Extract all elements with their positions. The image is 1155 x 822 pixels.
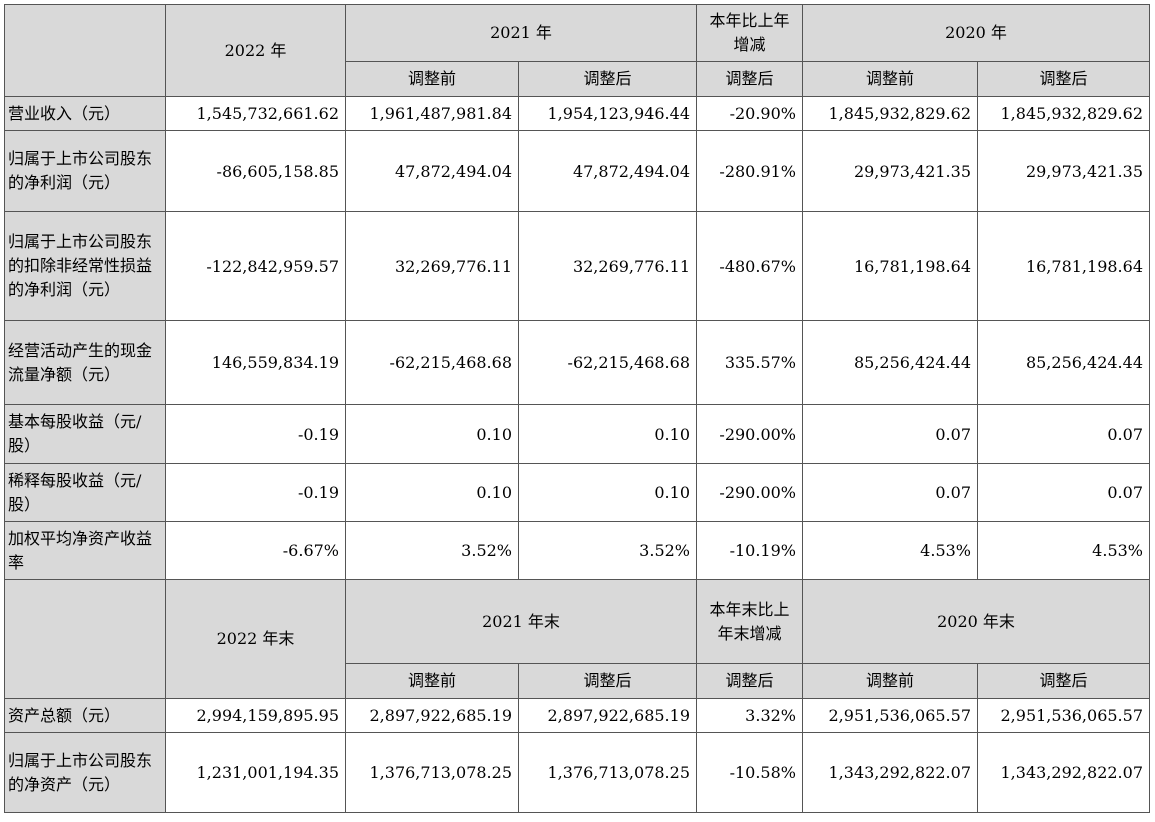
subheader-2020-after: 调整后 [977,61,1150,97]
header-2022: 2022 年 [165,4,346,97]
subheader-2021-end-after: 调整后 [518,663,697,699]
cell-value: -6.67% [165,521,346,580]
cell-value: 335.57% [696,320,803,405]
row-label: 归属于上市公司股东的净利润（元） [4,130,166,212]
header-yoy-change: 本年比上年增减 [696,4,803,62]
header-2021: 2021 年 [345,4,697,62]
cell-value: 85,256,424.44 [977,320,1150,405]
cell-value: -10.58% [696,732,803,813]
subheader-change-after: 调整后 [696,61,803,97]
row-label: 资产总额（元） [4,698,166,733]
table-row: 归属于上市公司股东的净资产（元） 1,231,001,194.35 1,376,… [4,732,1150,813]
cell-value: 0.07 [977,404,1150,464]
cell-value: 1,845,932,829.62 [802,96,978,131]
cell-value: -290.00% [696,463,803,522]
header-yoy-end-change: 本年末比上年末增减 [696,579,803,664]
cell-value: 29,973,421.35 [802,130,978,212]
row-label: 营业收入（元） [4,96,166,131]
cell-value: 47,872,494.04 [518,130,697,212]
cell-value: -20.90% [696,96,803,131]
row-label: 归属于上市公司股东的净资产（元） [4,732,166,813]
cell-value: 32,269,776.11 [518,211,697,321]
subheader-2021-end-before: 调整前 [345,663,519,699]
cell-value: 1,231,001,194.35 [165,732,346,813]
corner-cell-2 [4,579,166,699]
cell-value: 1,961,487,981.84 [345,96,519,131]
header-2022-end: 2022 年末 [165,579,346,699]
cell-value: 2,951,536,065.57 [802,698,978,733]
cell-value: 1,845,932,829.62 [977,96,1150,131]
cell-value: -0.19 [165,404,346,464]
cell-value: -290.00% [696,404,803,464]
header-2020: 2020 年 [802,4,1150,62]
table-row: 归属于上市公司股东的净利润（元） -86,605,158.85 47,872,4… [4,130,1150,212]
row-label: 经营活动产生的现金流量净额（元） [4,320,166,405]
subheader-2021-before: 调整前 [345,61,519,97]
cell-value: 0.10 [518,404,697,464]
header-2020-end: 2020 年末 [802,579,1150,664]
cell-value: 16,781,198.64 [977,211,1150,321]
cell-value: 0.10 [518,463,697,522]
cell-value: 0.07 [977,463,1150,522]
cell-value: 2,897,922,685.19 [518,698,697,733]
header-2021-end: 2021 年末 [345,579,697,664]
cell-value: 3.52% [518,521,697,580]
cell-value: 2,897,922,685.19 [345,698,519,733]
cell-value: 0.10 [345,404,519,464]
cell-value: -122,842,959.57 [165,211,346,321]
cell-value: 2,994,159,895.95 [165,698,346,733]
financial-data-table: 2022 年 2021 年 本年比上年增减 2020 年 调整前 调整后 调整后… [4,4,1150,813]
table-row: 营业收入（元） 1,545,732,661.62 1,961,487,981.8… [4,96,1150,131]
cell-value: 4.53% [802,521,978,580]
cell-value: 0.10 [345,463,519,522]
cell-value: 3.52% [345,521,519,580]
table-row: 经营活动产生的现金流量净额（元） 146,559,834.19 -62,215,… [4,320,1150,405]
subheader-2020-end-before: 调整前 [802,663,978,699]
corner-cell [4,4,166,97]
cell-value: 29,973,421.35 [977,130,1150,212]
subheader-2020-before: 调整前 [802,61,978,97]
table-row: 加权平均净资产收益率 -6.67% 3.52% 3.52% -10.19% 4.… [4,521,1150,580]
cell-value: -0.19 [165,463,346,522]
cell-value: -62,215,468.68 [518,320,697,405]
row-label: 稀释每股收益（元/股） [4,463,166,522]
cell-value: 1,343,292,822.07 [977,732,1150,813]
cell-value: -280.91% [696,130,803,212]
row-label: 归属于上市公司股东的扣除非经常性损益的净利润（元） [4,211,166,321]
cell-value: 0.07 [802,463,978,522]
cell-value: 16,781,198.64 [802,211,978,321]
cell-value: 3.32% [696,698,803,733]
cell-value: 1,376,713,078.25 [518,732,697,813]
cell-value: 0.07 [802,404,978,464]
cell-value: 146,559,834.19 [165,320,346,405]
cell-value: -86,605,158.85 [165,130,346,212]
cell-value: -480.67% [696,211,803,321]
subheader-2021-after: 调整后 [518,61,697,97]
row-label: 基本每股收益（元/股） [4,404,166,464]
cell-value: 85,256,424.44 [802,320,978,405]
subheader-2020-end-after: 调整后 [977,663,1150,699]
cell-value: 1,343,292,822.07 [802,732,978,813]
table-row: 稀释每股收益（元/股） -0.19 0.10 0.10 -290.00% 0.0… [4,463,1150,522]
cell-value: -62,215,468.68 [345,320,519,405]
cell-value: -10.19% [696,521,803,580]
cell-value: 1,545,732,661.62 [165,96,346,131]
cell-value: 47,872,494.04 [345,130,519,212]
cell-value: 4.53% [977,521,1150,580]
cell-value: 1,376,713,078.25 [345,732,519,813]
table-row: 基本每股收益（元/股） -0.19 0.10 0.10 -290.00% 0.0… [4,404,1150,464]
row-label: 加权平均净资产收益率 [4,521,166,580]
subheader-change-end-after: 调整后 [696,663,803,699]
table-row: 资产总额（元） 2,994,159,895.95 2,897,922,685.1… [4,698,1150,733]
table-row: 归属于上市公司股东的扣除非经常性损益的净利润（元） -122,842,959.5… [4,211,1150,321]
cell-value: 2,951,536,065.57 [977,698,1150,733]
cell-value: 1,954,123,946.44 [518,96,697,131]
cell-value: 32,269,776.11 [345,211,519,321]
